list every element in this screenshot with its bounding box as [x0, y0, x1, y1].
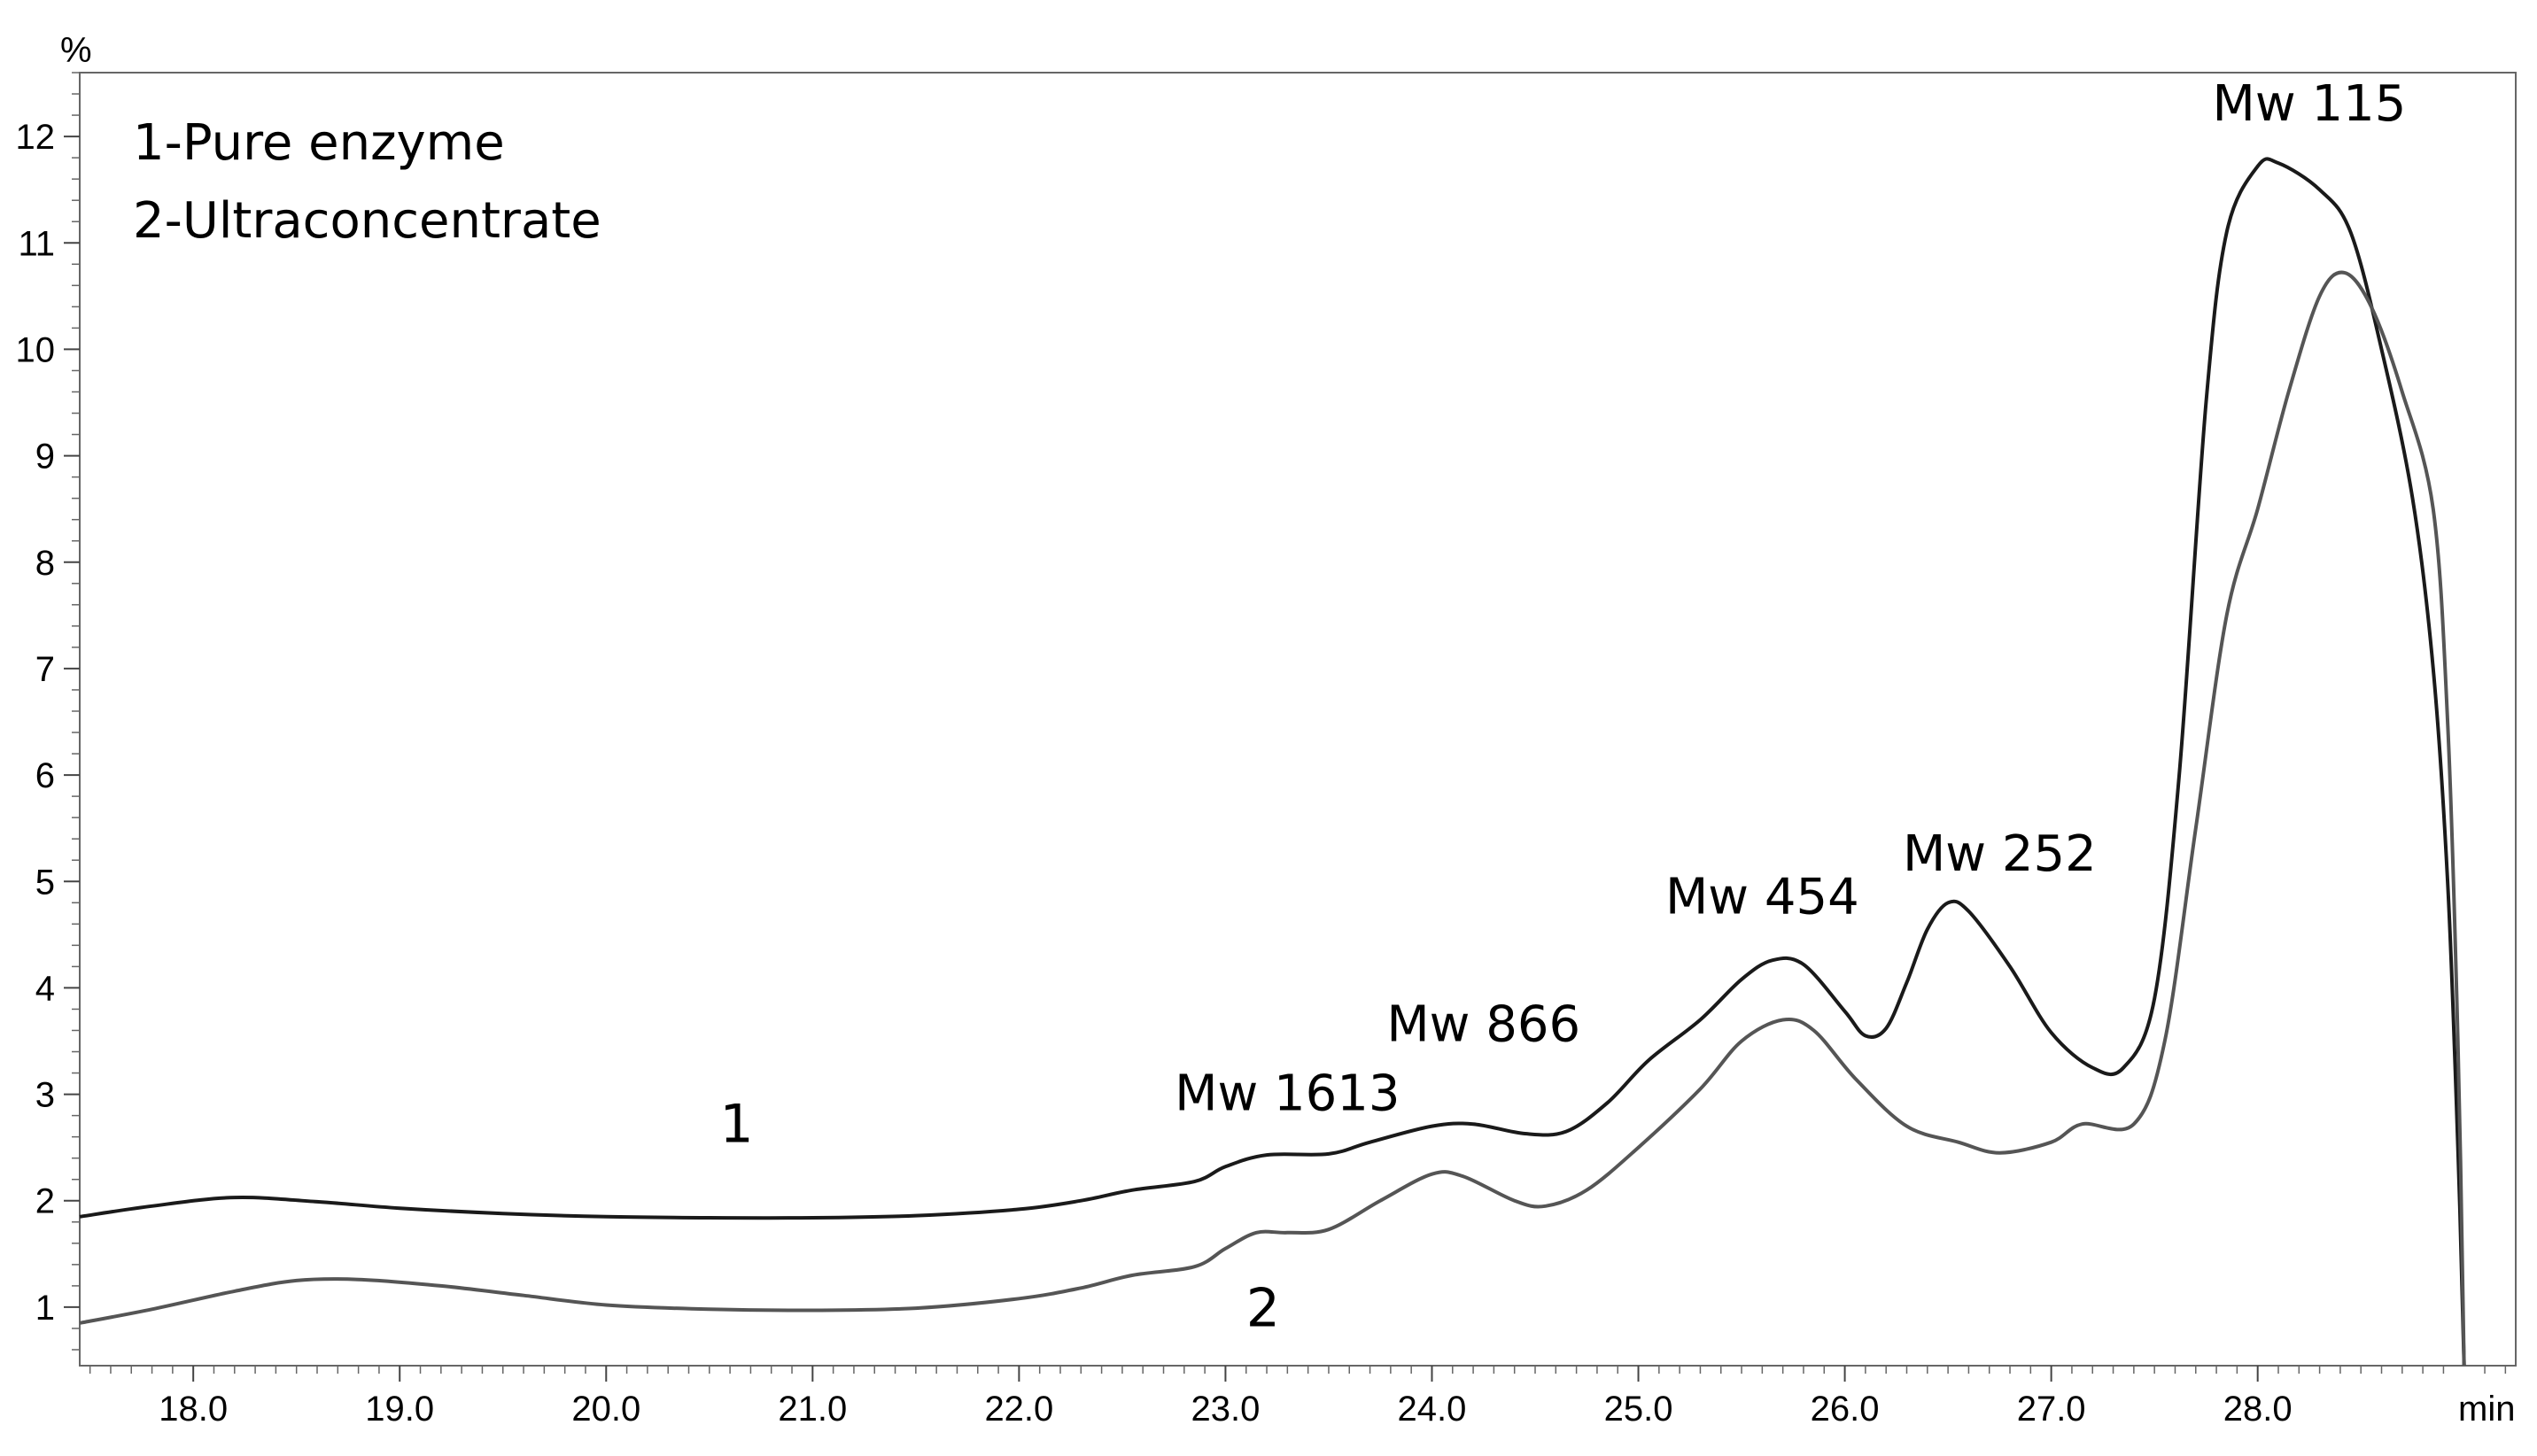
x-tick-label: 23.0	[1191, 1390, 1261, 1429]
x-tick-label: 28.0	[2223, 1390, 2293, 1429]
y-tick-label: 6	[35, 756, 55, 795]
y-tick-label: 1	[35, 1289, 55, 1328]
text-layer: % min 1-Pure enzyme 2-Ultraconcentrate	[60, 31, 2515, 1429]
y-tick-label: 11	[18, 224, 55, 263]
x-tick-label: 25.0	[1604, 1390, 1673, 1429]
peak-annotation: Mw 1613	[1175, 1065, 1400, 1123]
peak-annotation: Mw 866	[1386, 995, 1580, 1053]
y-tick-label: 4	[35, 969, 55, 1008]
y-tick-label: 12	[16, 118, 56, 157]
x-tick-label: 18.0	[159, 1390, 228, 1429]
ticks: 18.0 19.0 20.0 21.0 22.0 23.0 24.0 25.0 26.0 27.0…	[16, 72, 2507, 1429]
x-tick-label: 19.0	[365, 1390, 434, 1429]
series-label-1: 1	[719, 1094, 753, 1156]
y-axis-unit-label: %	[60, 31, 92, 70]
legend-entry-1: 1-Pure enzyme	[133, 114, 505, 172]
legend-entry-2: 2-Ultraconcentrate	[133, 192, 601, 250]
y-tick-label: 3	[35, 1076, 55, 1115]
y-tick-label: 8	[35, 544, 55, 583]
annotations: Mw 1613 Mw 866 Mw 454 Mw 252 Mw 115	[1175, 75, 2406, 1123]
x-tick-label: 27.0	[2017, 1390, 2086, 1429]
peak-annotation: Mw 252	[1903, 825, 2097, 883]
x-axis-unit-label: min	[2458, 1390, 2515, 1429]
y-tick-label: 2	[35, 1182, 55, 1221]
axes	[79, 72, 2517, 1367]
x-tick-label: 22.0	[984, 1390, 1053, 1429]
y-tick-label: 9	[35, 438, 55, 476]
x-tick-label: 24.0	[1398, 1390, 1467, 1429]
y-tick-label: 10	[16, 330, 56, 369]
series-line-2	[79, 270, 2466, 1367]
y-tick-label: 7	[35, 650, 55, 689]
plot-frame	[79, 72, 2517, 1367]
peak-annotation: Mw 115	[2213, 75, 2407, 133]
x-tick-label: 21.0	[778, 1390, 847, 1429]
y-tick-label: 5	[35, 863, 55, 902]
series-line-1	[79, 157, 2466, 1367]
series-layer: 12	[79, 157, 2466, 1367]
x-tick-label: 20.0	[571, 1390, 640, 1429]
series-label-2: 2	[1246, 1278, 1280, 1340]
x-tick-label: 26.0	[1811, 1390, 1880, 1429]
peak-annotation: Mw 454	[1665, 868, 1859, 925]
